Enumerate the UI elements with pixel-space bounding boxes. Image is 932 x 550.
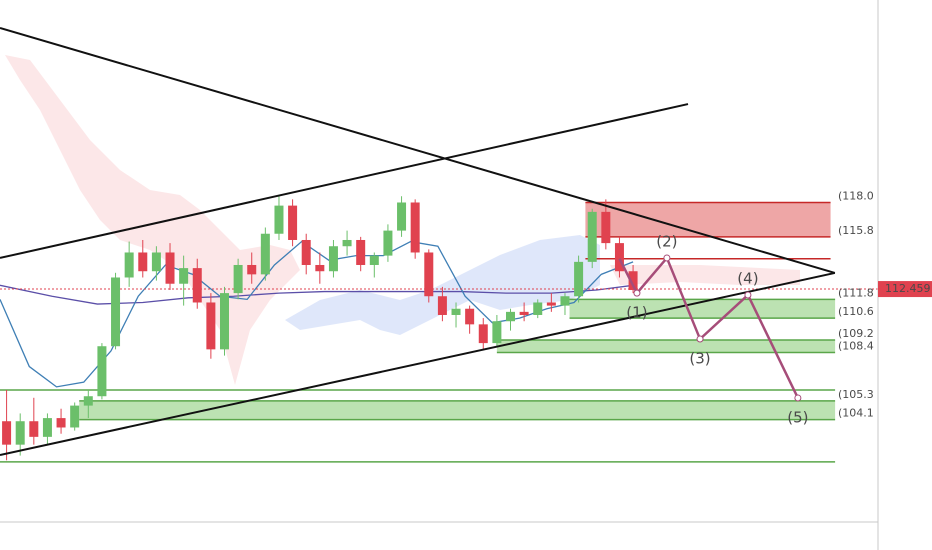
zone bbox=[569, 299, 836, 319]
candle-body bbox=[315, 264, 325, 272]
last-price-box bbox=[878, 281, 932, 298]
candle-body bbox=[83, 396, 93, 406]
candle-body bbox=[451, 308, 461, 315]
candle-body bbox=[219, 293, 229, 350]
candle-body bbox=[369, 255, 379, 265]
zone-label: (115.8 bbox=[838, 224, 874, 237]
candle-body bbox=[492, 321, 502, 344]
wave-point bbox=[663, 254, 671, 262]
trendline bbox=[0, 271, 836, 456]
candle-body bbox=[383, 230, 393, 256]
candle-body bbox=[342, 239, 352, 247]
candle-body bbox=[260, 233, 270, 275]
zone bbox=[585, 202, 831, 237]
candle-body bbox=[70, 405, 80, 428]
candle-body bbox=[179, 268, 189, 284]
wave-point bbox=[633, 289, 641, 297]
candle-body bbox=[165, 252, 175, 284]
wave-label: (3) bbox=[689, 350, 710, 368]
candle-body bbox=[546, 302, 556, 306]
wave-label: (1) bbox=[626, 304, 647, 322]
candle-body bbox=[356, 239, 366, 265]
candle-body bbox=[628, 271, 638, 290]
wave-point bbox=[794, 394, 802, 402]
wave-point bbox=[696, 335, 704, 343]
candle-body bbox=[124, 252, 134, 278]
candle-body bbox=[206, 302, 216, 350]
zone-label: (118.0 bbox=[838, 189, 874, 202]
zone-label: (110.6 bbox=[838, 305, 874, 318]
candle-body bbox=[410, 202, 420, 253]
candle-body bbox=[519, 311, 529, 315]
zone-label: (105.3 bbox=[838, 388, 874, 401]
wave-path bbox=[618, 255, 799, 399]
plot-area bbox=[0, 27, 878, 463]
zone bbox=[79, 400, 836, 420]
wave-label: (5) bbox=[787, 408, 808, 426]
candle-body bbox=[560, 296, 570, 306]
candle-body bbox=[424, 252, 434, 297]
zone-label: (111.8 bbox=[838, 286, 874, 299]
candle-body bbox=[111, 277, 121, 347]
candle-body bbox=[288, 205, 298, 240]
candle-body bbox=[328, 246, 338, 272]
wave-point bbox=[744, 291, 752, 299]
candle-body bbox=[465, 308, 475, 325]
candle-body bbox=[437, 296, 447, 315]
zone-label: (108.4 bbox=[838, 339, 874, 352]
candle-body bbox=[42, 418, 52, 437]
trendline bbox=[0, 27, 836, 274]
trendline bbox=[0, 103, 689, 259]
marks bbox=[0, 27, 878, 463]
zone bbox=[496, 339, 836, 353]
wave-label: (4) bbox=[737, 269, 758, 287]
candle-body bbox=[274, 205, 284, 234]
candle-body bbox=[151, 252, 161, 272]
candle-body bbox=[2, 421, 12, 445]
candle-body bbox=[192, 268, 202, 303]
zone-label: (104.1 bbox=[838, 407, 874, 420]
candle-body bbox=[601, 211, 611, 244]
candle-body bbox=[247, 264, 257, 275]
candle-body bbox=[506, 311, 516, 322]
wave-label: (2) bbox=[656, 232, 677, 250]
candle-body bbox=[301, 239, 311, 265]
candle-body bbox=[29, 421, 39, 437]
candle-body bbox=[397, 202, 407, 231]
cloud-blue bbox=[285, 235, 600, 335]
last-price-label: 112.459 bbox=[885, 282, 931, 295]
candle-body bbox=[97, 346, 107, 397]
candle-body bbox=[233, 264, 243, 294]
candle-body bbox=[15, 421, 25, 445]
candle-body bbox=[56, 418, 66, 428]
candle-body bbox=[614, 243, 624, 272]
candle-body bbox=[533, 302, 543, 315]
candle-body bbox=[587, 211, 597, 262]
axes: (118.0 (115.8 (111.8 (110.6 (109.2(108.4 (105… bbox=[626, 189, 932, 426]
candle-body bbox=[138, 252, 148, 272]
candle-body bbox=[574, 261, 584, 297]
zone-label: (109.2 bbox=[838, 327, 874, 340]
candle-body bbox=[478, 324, 488, 344]
